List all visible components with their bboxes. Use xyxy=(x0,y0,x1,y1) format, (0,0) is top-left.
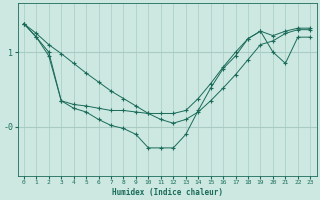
X-axis label: Humidex (Indice chaleur): Humidex (Indice chaleur) xyxy=(112,188,223,197)
